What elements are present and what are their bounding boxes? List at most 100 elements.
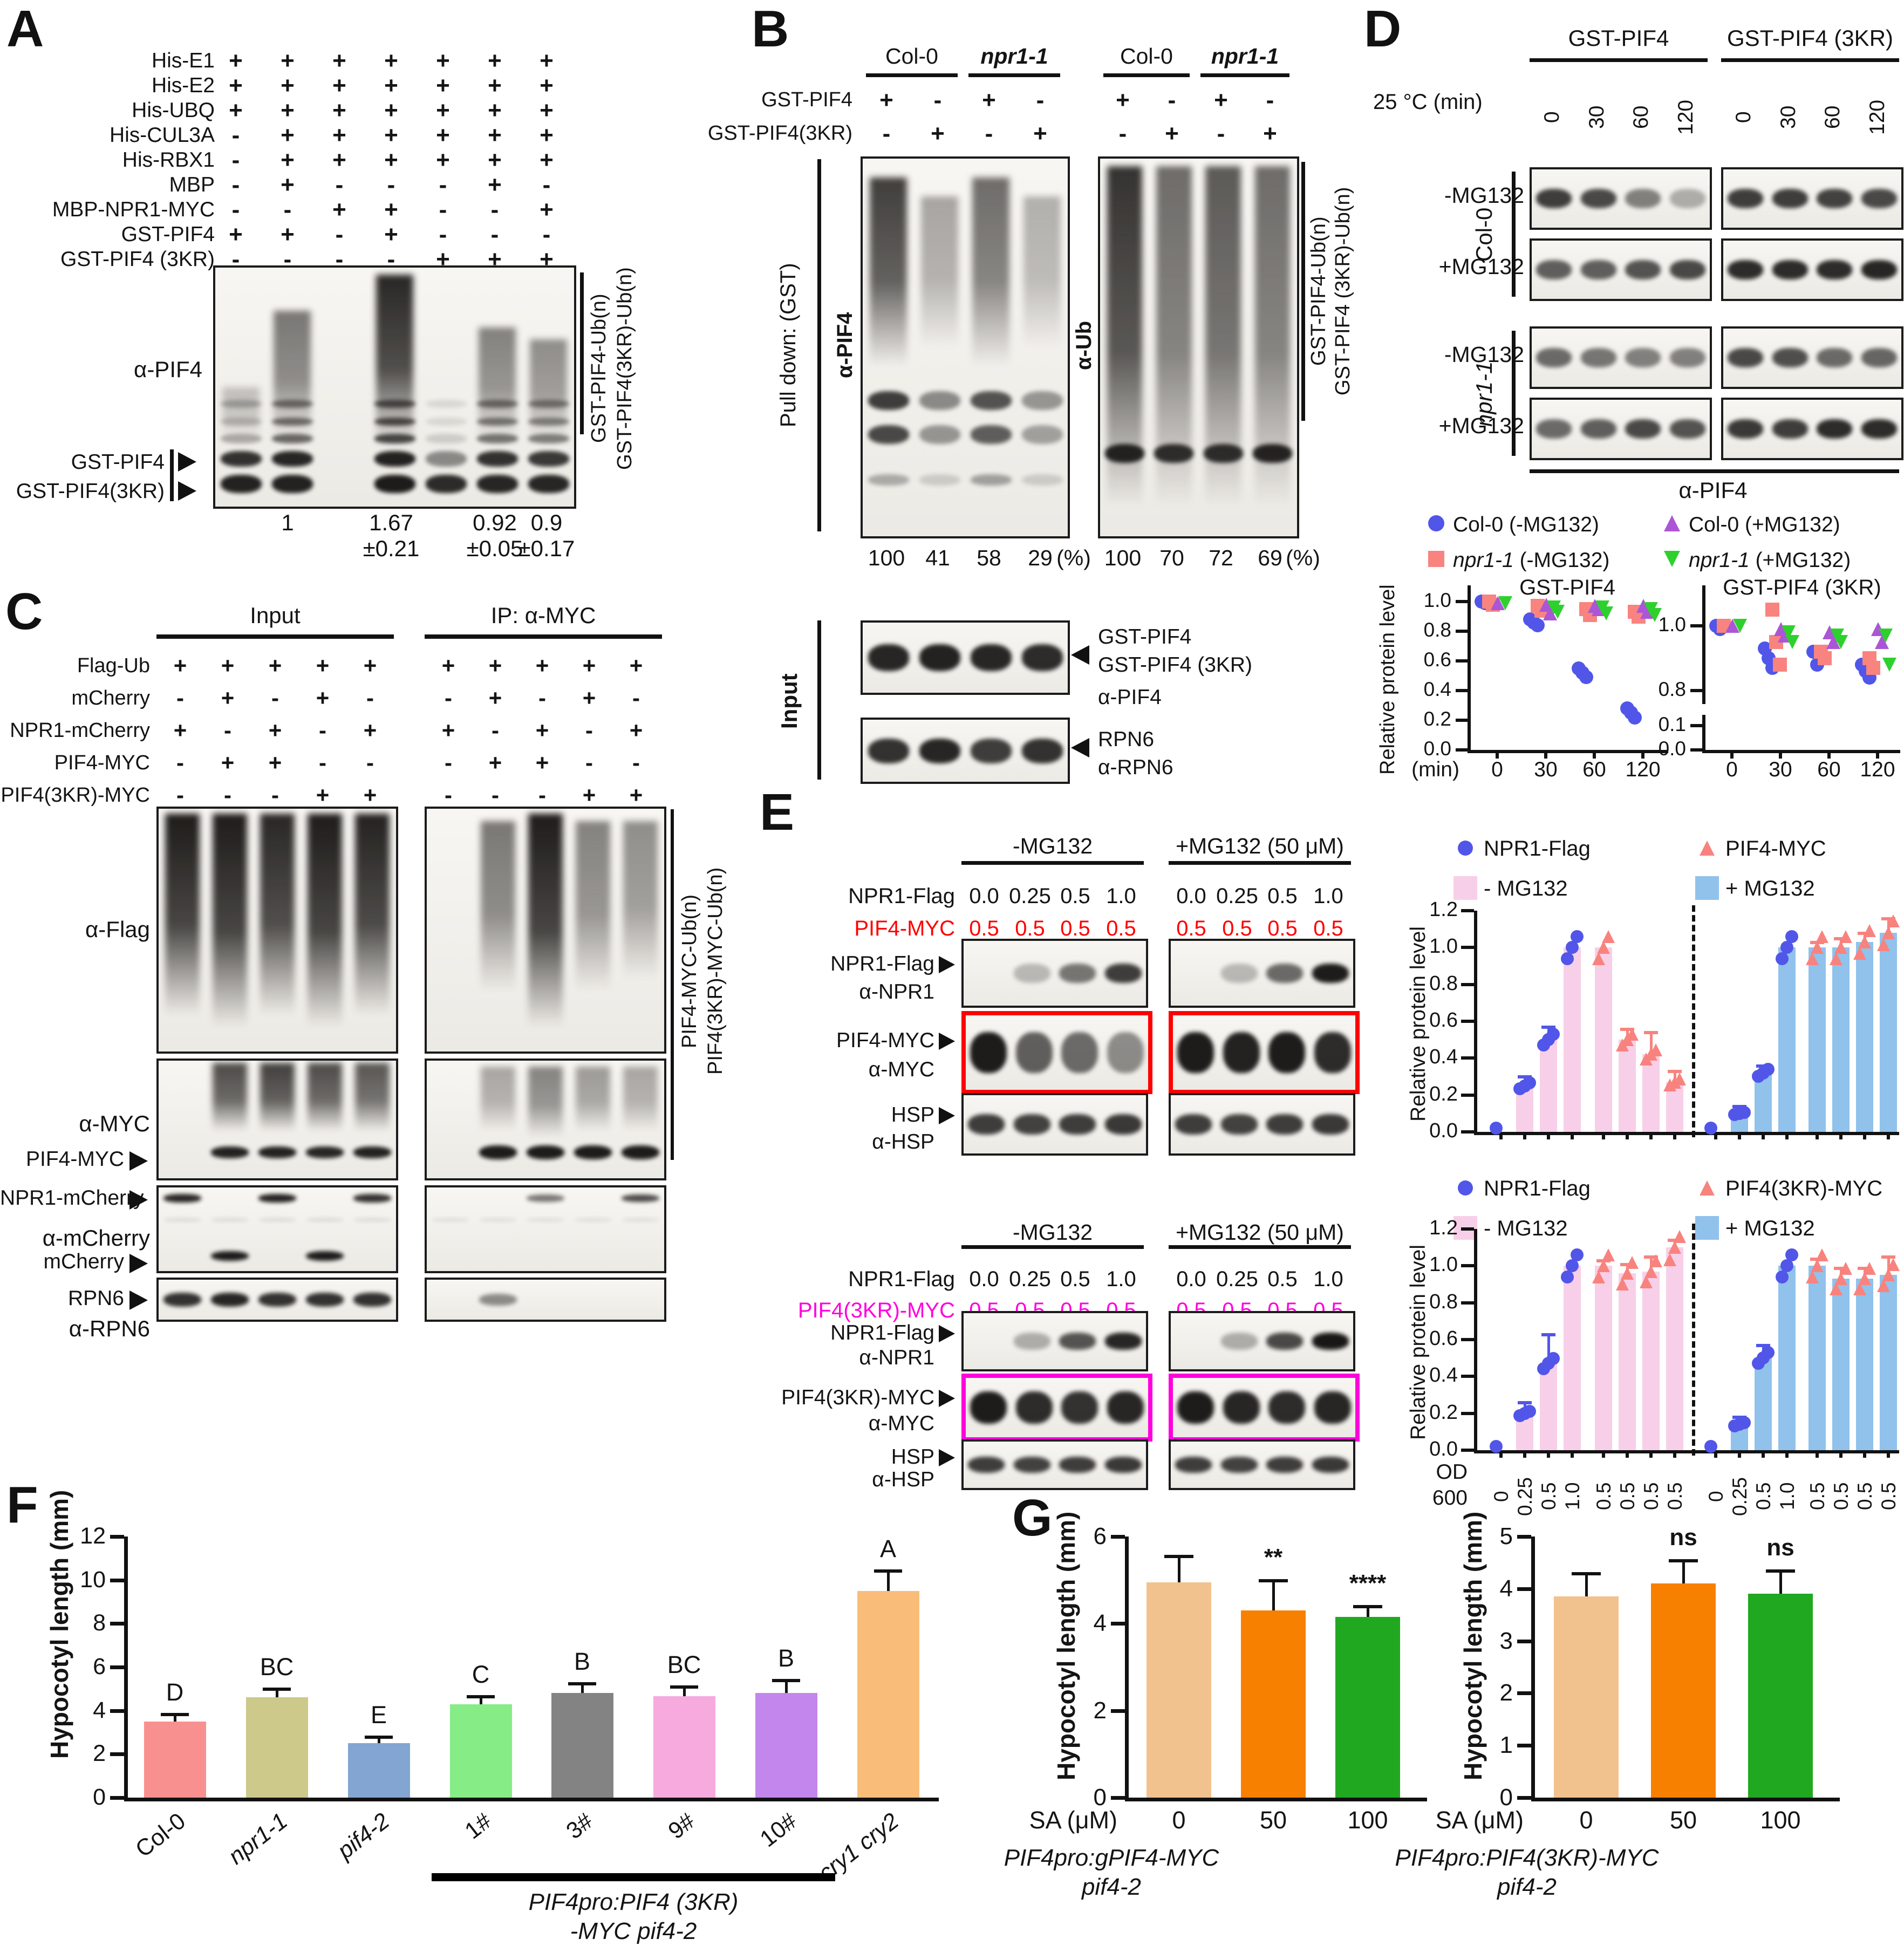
panel-c-label: C	[5, 583, 43, 640]
e-chart-bar	[1540, 1040, 1557, 1132]
e-row2-label: PIF4(3KR)-MYC	[797, 1299, 955, 1322]
e-row1-value: 0.0	[969, 884, 999, 908]
b-lane-symbol: -	[1217, 120, 1225, 147]
a-lane-symbol: +	[384, 196, 398, 223]
e-chart-legend-marker	[1695, 876, 1719, 900]
a-blot-band-0-6	[528, 399, 569, 408]
b-group-header: Col-0	[1120, 44, 1173, 69]
g-ytick	[1517, 1744, 1531, 1748]
e-chart-xtick	[1785, 1132, 1789, 1139]
a-reagent-label: His-UBQ	[132, 99, 215, 122]
e-chart-xtick	[1602, 1132, 1605, 1139]
e-chart-yticklabel: 0.8	[1429, 1290, 1458, 1313]
e-chart-point	[1776, 1270, 1789, 1283]
c-blot-mcherry-ip-band-1-4	[621, 1218, 660, 1221]
b-input2-band: RPN6	[1098, 728, 1155, 751]
e-chart-err-line	[1547, 1334, 1550, 1364]
d-strip-1	[1530, 238, 1712, 301]
e-blot-0-1-L-band-0-3	[1107, 1032, 1144, 1073]
d-left-point	[1599, 606, 1613, 620]
e-chart-legend-label: - MG132	[1484, 877, 1568, 900]
d-left-yticklabel: 1.0	[1423, 589, 1451, 611]
g-bar	[1554, 1596, 1619, 1798]
c-blot-flag-ip-smear-3	[623, 821, 658, 979]
g-ytick	[1517, 1535, 1531, 1539]
b-pct1: 29	[1028, 545, 1053, 570]
d-left-ytick	[1456, 659, 1468, 663]
c-header-input: Input	[250, 603, 301, 628]
e-blot-1-0-L-band-0-2	[1059, 1333, 1096, 1350]
e-row2-value: 0.5	[1060, 917, 1090, 940]
d-left-point	[1579, 670, 1593, 685]
e-chart-od2: 600	[1432, 1486, 1468, 1510]
c-blot-myc-input-band-0-1	[210, 1146, 249, 1158]
a-lane-symbol: +	[488, 47, 502, 74]
g-yticklabel: 2	[1093, 1697, 1107, 1724]
d-antibody: α-PIF4	[1678, 477, 1748, 503]
e-chart-legend-label: NPR1-Flag	[1484, 1177, 1591, 1200]
e-chart-point	[1490, 1122, 1503, 1135]
e-blot-0-2-R-band-0-2	[1266, 1114, 1304, 1135]
c-lane-symbol: +	[535, 750, 549, 775]
d-right-point	[1834, 635, 1848, 649]
d-left-ytick	[1456, 719, 1468, 722]
a-quant-sd: ±0.21	[363, 536, 420, 561]
f-ytick	[110, 1622, 124, 1626]
f-group-caption-1: PIF4pro:PIF4 (3KR)	[528, 1889, 739, 1915]
a-band-label-0: GST-PIF4	[71, 450, 165, 474]
c-lane-symbol: +	[173, 718, 187, 743]
e-chart-bar	[1809, 947, 1826, 1132]
a-lane-symbol: -	[439, 221, 447, 248]
d-right-ytick	[1690, 724, 1702, 727]
a-lane-symbol: +	[332, 47, 346, 74]
e-blot-0-1-L-band-0-1	[1015, 1032, 1053, 1073]
d-time-label: 60	[1821, 105, 1845, 129]
a-lane-symbol: +	[384, 221, 398, 248]
d-legend-label-3: npr1-1 (+MG132)	[1689, 549, 1851, 572]
b-blot-pif4-smear-3	[1023, 196, 1061, 347]
e-blot-1-1-R-band-0-0	[1177, 1391, 1214, 1424]
e-band-label: HSP	[891, 1103, 934, 1126]
e-chart-ytick	[1461, 982, 1474, 986]
d-left-xaxis	[1468, 750, 1668, 753]
d-left-xtick	[1496, 750, 1499, 759]
d-left-yticklabel: 0.6	[1423, 648, 1451, 671]
a-lane-symbol: +	[281, 147, 295, 173]
c-underline-ip	[425, 634, 662, 639]
e-chart-xticklabel: 0.5	[1854, 1482, 1876, 1511]
g-caption-1: PIF4pro:PIF4(3KR)-MYC	[1395, 1845, 1659, 1871]
c-lane-symbol: +	[363, 782, 377, 808]
c-lane-symbol: -	[492, 782, 499, 808]
e-chart-point	[1571, 1248, 1584, 1261]
d-time-label: 30	[1585, 105, 1608, 129]
e-chart-legend-marker	[1458, 1180, 1473, 1196]
c-lane-symbol: +	[316, 653, 330, 678]
e-chart-xtick	[1785, 1450, 1789, 1458]
d-right-ytick	[1690, 689, 1702, 692]
d-right-yticklabel: 0.8	[1658, 678, 1686, 700]
g-err-line	[1272, 1580, 1275, 1611]
b-lane-symbol: -	[985, 120, 993, 147]
b-pulldown-bracket	[817, 159, 821, 531]
e-chart-point	[1663, 1253, 1676, 1266]
f-letter: B	[574, 1648, 590, 1676]
c-lane-symbol: -	[492, 718, 499, 743]
e-header-plus: +MG132 (50 μM)	[1176, 834, 1344, 858]
b-blot-input2-band-0-3	[1021, 738, 1063, 763]
e-chart-yticklabel: 0.6	[1429, 1327, 1458, 1350]
d-left-yticklabel: 0.2	[1423, 708, 1451, 730]
d-legend-marker-2	[1664, 515, 1680, 531]
e-chart-point	[1785, 930, 1798, 943]
d-strip-3-band-0-3	[1669, 419, 1705, 439]
d-right-point	[1882, 658, 1896, 672]
d-right-yticklabel: 1.0	[1658, 613, 1686, 636]
d-left-ytick	[1456, 689, 1468, 692]
d-right-ytick	[1690, 748, 1702, 752]
c-blot-myc-ip-smear-0	[481, 1066, 515, 1131]
e-chart-point	[1858, 935, 1871, 949]
d-treatment: +MG132	[1438, 413, 1524, 438]
d-strip-0-band-0-3	[1669, 188, 1705, 209]
d-right-point	[1765, 603, 1779, 617]
c-band-rpn6: RPN6	[67, 1287, 124, 1310]
b-lane-symbol: +	[879, 87, 893, 113]
